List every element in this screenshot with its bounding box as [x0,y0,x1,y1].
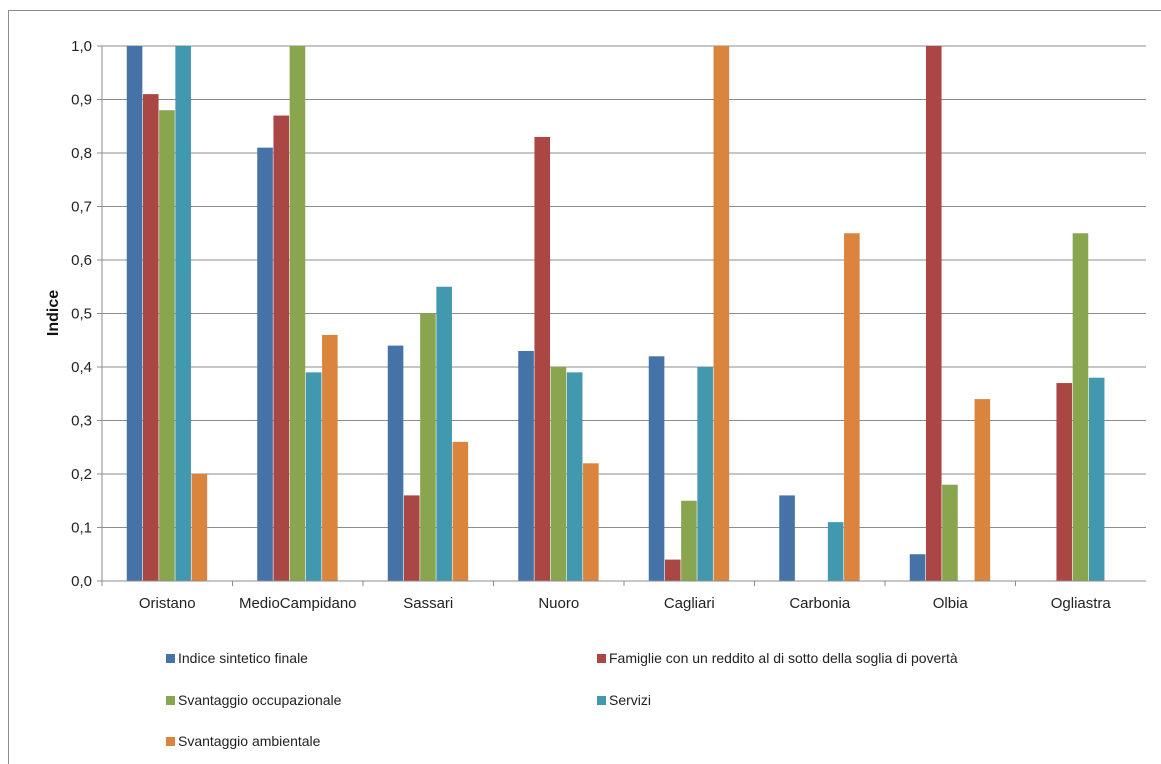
bar-famiglie-con-un-reddito-al-di-sotto-della-soglia-di-povert [1056,383,1073,581]
y-tick-label: 0,4 [71,359,92,376]
bars [126,46,1105,582]
y-tick-label: 0,0 [71,573,92,590]
bar-svantaggio-occupazionale [942,484,958,581]
bar-svantaggio-occupazionale [1072,233,1089,581]
bar-svantaggio-ambientale [844,233,860,581]
bar-svantaggio-occupazionale [289,46,306,581]
bar-svantaggio-ambientale [452,441,469,581]
x-category-label: Cagliari [664,595,715,612]
x-category-label: Ogliastra [1051,595,1112,612]
bar-famiglie-con-un-reddito-al-di-sotto-della-soglia-di-povert [664,559,681,581]
x-category-label: MedioCampidano [239,595,357,612]
x-category-label: Carbonia [789,595,851,612]
y-tick-label: 0,7 [71,199,92,216]
y-axis-title: Indice [45,290,62,336]
bar-indice-sintetico-finale [909,554,926,581]
y-tick-label: 0,2 [71,466,92,483]
bar-famiglie-con-un-reddito-al-di-sotto-della-soglia-di-povert [534,136,551,581]
legend-swatch [166,737,175,746]
axes: 0,0 0,1 0,2 0,3 0,4 0,5 0,6 0,7 0,8 0,9 1,0 Oristan… [71,38,1146,612]
x-category-label: Olbia [933,595,969,612]
x-category-label: Oristano [139,595,196,612]
bar-famiglie-con-un-reddito-al-di-sotto-della-soglia-di-povert [142,94,159,582]
bar-svantaggio-occupazionale [681,500,697,581]
bar-svantaggio-occupazionale [550,367,567,581]
legend-label: Svantaggio ambientale [178,733,321,749]
legend-swatch [597,654,606,663]
legend-swatch [597,696,606,705]
y-tick-label: 0,3 [71,413,92,430]
y-tick-label: 0,1 [71,520,92,537]
bar-servizi [436,286,452,581]
legend-label: Svantaggio occupazionale [178,692,342,708]
legend-swatch [166,654,175,663]
legend-label: Famiglie con un reddito al di sotto dell… [609,650,958,666]
bar-svantaggio-occupazionale [159,110,175,581]
bar-famiglie-con-un-reddito-al-di-sotto-della-soglia-di-povert [403,495,420,581]
y-tick-label: 0,9 [71,92,92,109]
bar-servizi [566,372,583,581]
legend-label: Indice sintetico finale [178,650,308,666]
y-tick-label: 0,6 [71,252,92,269]
x-category-label: Sassari [403,595,453,612]
legend: Indice sintetico finale Famiglie con un r… [166,650,958,749]
bar-indice-sintetico-finale [387,345,404,581]
bar-servizi [827,522,844,581]
bar-indice-sintetico-finale [126,46,143,581]
legend-swatch [166,696,175,705]
bar-svantaggio-ambientale [583,463,599,581]
bar-svantaggio-ambientale [322,334,338,581]
bar-servizi [697,367,713,581]
bar-svantaggio-occupazionale [420,313,436,581]
bar-svantaggio-ambientale [974,399,991,581]
y-tick-label: 0,5 [71,306,92,323]
x-category-label: Nuoro [538,595,579,612]
bar-indice-sintetico-finale [779,495,795,581]
bar-famiglie-con-un-reddito-al-di-sotto-della-soglia-di-povert [273,115,290,582]
y-tick-label: 0,8 [71,145,92,162]
chart-frame [8,10,1161,764]
bar-indice-sintetico-finale [257,147,273,581]
bar-servizi [1088,377,1105,581]
bar-famiglie-con-un-reddito-al-di-sotto-della-soglia-di-povert [925,46,942,581]
bar-svantaggio-ambientale [191,474,208,581]
bar-indice-sintetico-finale [648,356,665,581]
bar-servizi [175,46,191,581]
bar-indice-sintetico-finale [518,350,534,581]
bar-servizi [305,372,322,581]
legend-label: Servizi [609,692,651,708]
y-tick-label: 1,0 [71,38,92,55]
bar-svantaggio-ambientale [713,46,730,581]
